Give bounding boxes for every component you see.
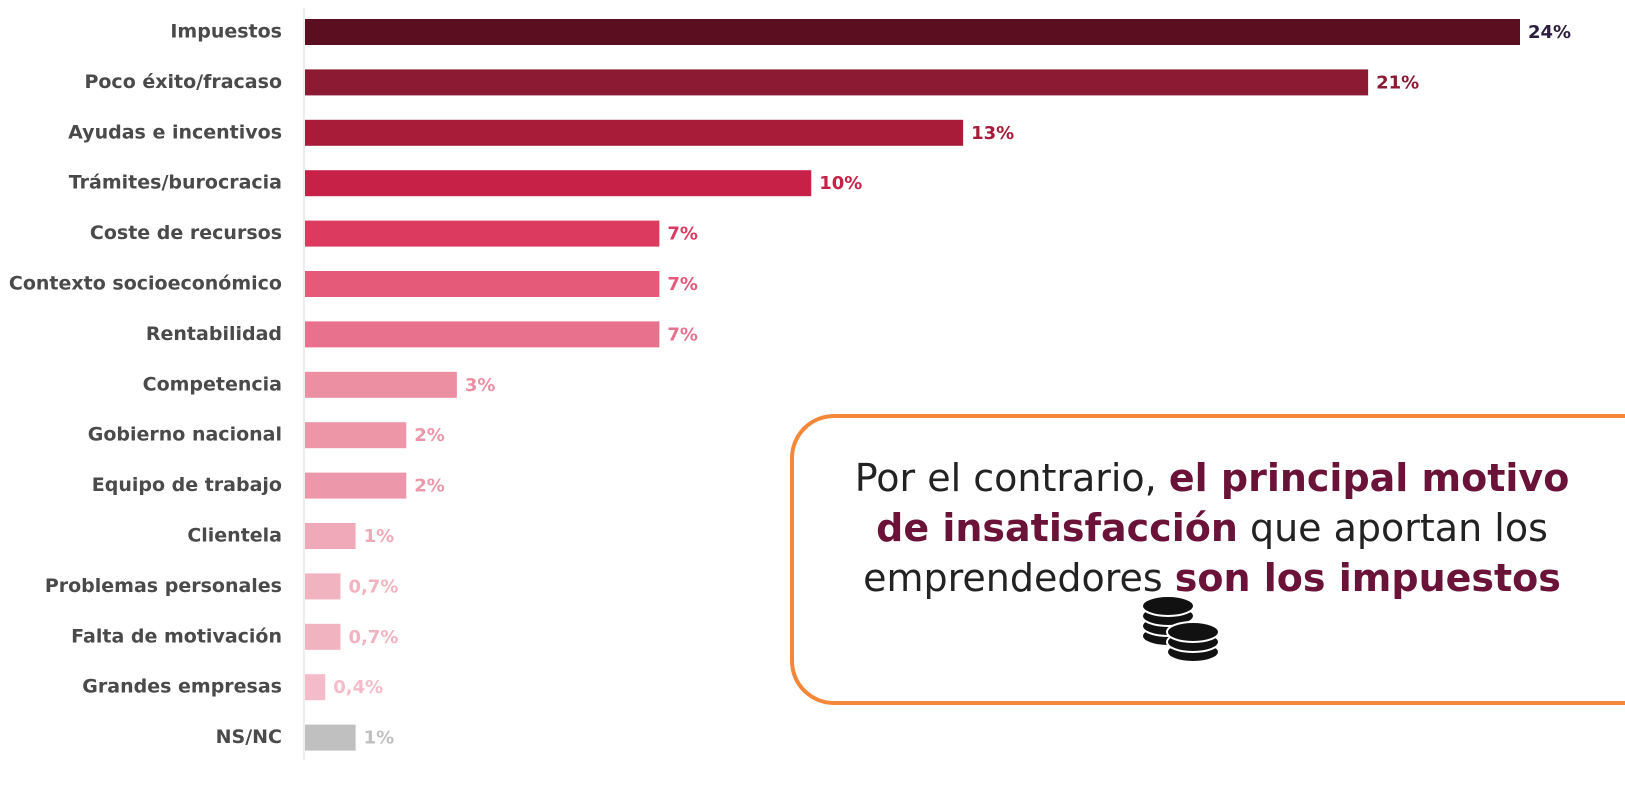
callout-segment: que aportan los — [1238, 506, 1548, 550]
bar — [305, 623, 341, 650]
value-label: 1% — [364, 526, 395, 547]
bar — [305, 724, 356, 751]
category-label: NS/NC — [216, 726, 282, 748]
bar — [305, 573, 341, 600]
bar — [305, 371, 457, 398]
value-label: 0,7% — [348, 627, 398, 648]
callout-emphasis: de insatisfacción — [876, 506, 1238, 550]
value-label: 7% — [667, 324, 698, 345]
value-label: 10% — [819, 173, 862, 194]
category-label: Poco éxito/fracaso — [84, 71, 282, 93]
callout-segment: emprendedores — [863, 556, 1175, 600]
callout-box — [790, 414, 1625, 705]
category-label: Impuestos — [170, 21, 282, 43]
bar — [305, 271, 660, 297]
callout-text: emprendedores son los impuestos — [863, 556, 1561, 600]
value-label: 1% — [364, 728, 395, 749]
value-label: 7% — [667, 274, 698, 295]
category-label: Problemas personales — [45, 575, 282, 597]
category-label: Equipo de trabajo — [92, 474, 282, 496]
bar — [305, 119, 964, 146]
bar — [305, 19, 1520, 45]
bar — [305, 472, 407, 499]
value-label: 0,7% — [348, 576, 398, 597]
bar — [305, 674, 326, 701]
category-label: Trámites/burocracia — [69, 172, 282, 194]
callout-emphasis: son los impuestos — [1175, 556, 1561, 600]
category-label: Falta de motivación — [71, 625, 282, 647]
category-label: Contexto socioeconómico — [9, 273, 282, 295]
value-label: 21% — [1376, 72, 1419, 93]
coins-icon — [1141, 595, 1220, 663]
value-label: 0,4% — [333, 677, 383, 698]
category-label: Clientela — [187, 525, 282, 547]
value-label: 2% — [414, 425, 445, 446]
value-label: 7% — [667, 224, 698, 245]
category-label: Competencia — [143, 373, 282, 395]
bar — [305, 69, 1369, 96]
bar — [305, 422, 407, 449]
callout-text: de insatisfacción que aportan los — [876, 506, 1548, 550]
callout-segment: Por el contrario, — [855, 456, 1169, 500]
category-label: Ayudas e incentivos — [68, 121, 282, 143]
value-label: 24% — [1528, 22, 1571, 43]
value-label: 2% — [414, 476, 445, 497]
bar — [305, 220, 660, 247]
value-label: 13% — [971, 123, 1014, 144]
callout-emphasis: el principal motivo — [1169, 456, 1569, 500]
bar — [305, 321, 660, 348]
category-label: Gobierno nacional — [88, 424, 282, 446]
category-label: Grandes empresas — [82, 676, 282, 698]
bar — [305, 170, 812, 197]
value-label: 3% — [465, 375, 496, 396]
callout-text: Por el contrario, el principal motivo — [855, 456, 1570, 500]
bar — [305, 523, 356, 549]
category-label: Coste de recursos — [90, 222, 282, 244]
category-label: Rentabilidad — [146, 323, 282, 345]
